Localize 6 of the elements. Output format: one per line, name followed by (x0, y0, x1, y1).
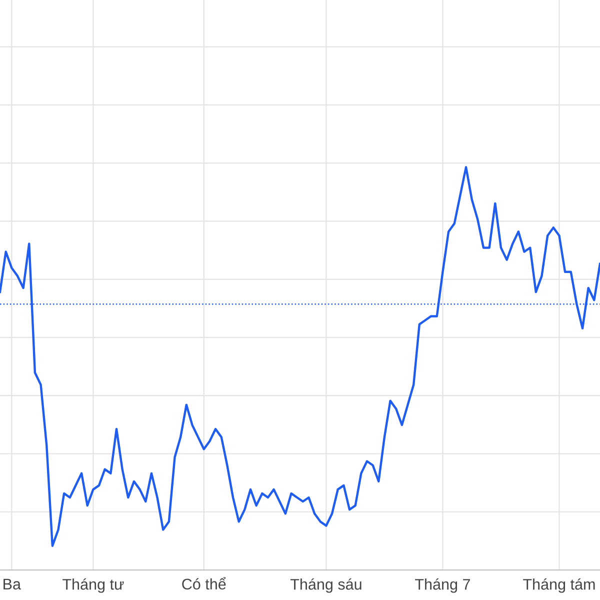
x-tick-label: Tháng 7 (415, 578, 470, 593)
x-tick-label: Tháng tám (523, 578, 595, 593)
x-tick-label: Có thể (182, 577, 226, 590)
x-tick-label: Tháng tư (62, 578, 124, 593)
x-tick-label: Tháng sáu (290, 578, 362, 593)
x-tick-label: Ba (4, 578, 21, 590)
